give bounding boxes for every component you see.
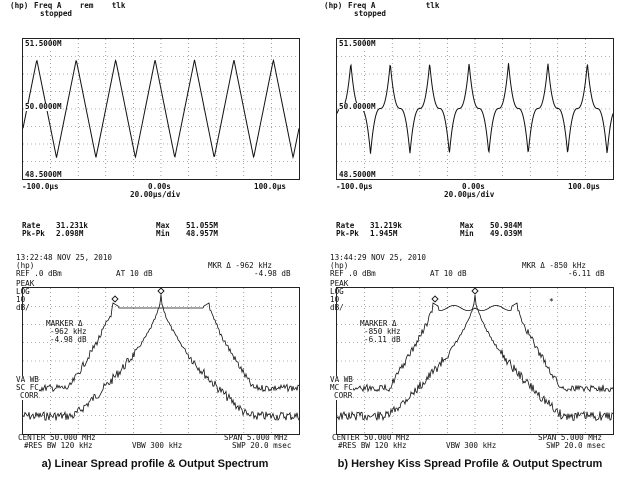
pkpk-value: 1.945M <box>370 229 398 238</box>
marker-delta-freq: MKR Δ -850 kHz <box>522 261 587 270</box>
scope-x-center: 0.00s <box>462 182 485 191</box>
max-value: 50.984M <box>490 221 523 230</box>
spectrum-left-label-0: PEAK <box>330 279 349 288</box>
panel-a: (hp) Freq A rem tlk stopped 51.5000M 50.… <box>6 0 312 450</box>
scope-waveform <box>337 39 613 179</box>
rate-label: Rate <box>336 221 355 230</box>
frequency-trace <box>23 58 299 160</box>
spectrum-left-label-2: 10 <box>330 295 340 304</box>
spectrum-ref: REF .0 dBm <box>330 269 376 278</box>
marker-diamond <box>157 288 165 295</box>
rate-value: 31.219k <box>370 221 403 230</box>
max-label: Max <box>460 221 474 230</box>
spectrum-bl-label-0: VA WB <box>330 375 353 384</box>
scope-screen <box>336 38 614 180</box>
spectrum-rbw: #RES BW 120 kHz <box>24 441 93 450</box>
spectrum-swp: SWP 20.0 msec <box>546 441 606 450</box>
spectrum-vbw: VBW 300 kHz <box>132 441 183 450</box>
marker-diamond <box>111 295 119 303</box>
pkpk-label: Pk-Pk <box>336 229 359 238</box>
max-value: 51.055M <box>186 221 219 230</box>
scope-x-left: -100.0μs <box>336 182 373 191</box>
unspread-carrier-trace <box>23 294 299 421</box>
spectrum-bl-label-0: VA WB <box>16 375 39 384</box>
hp-logo-icon: (hp) <box>324 1 343 10</box>
min-value: 48.957M <box>186 229 219 238</box>
spectrum-vbw: VBW 300 kHz <box>446 441 497 450</box>
spectrum-left-label-0: PEAK <box>16 279 35 288</box>
min-label: Min <box>156 229 170 238</box>
scope-y-top: 51.5000M <box>25 39 62 48</box>
marker-delta-level: -4.98 dB <box>254 269 291 278</box>
pkpk-value: 2.098M <box>56 229 84 238</box>
hp-logo-icon: (hp) <box>16 261 35 270</box>
asterisk-icon: * <box>549 297 554 306</box>
spectrum-atten: AT 10 dB <box>430 269 467 278</box>
spectrum-center: CENTER 50.000 MHz <box>18 433 96 442</box>
spectrum-ref: REF .0 dBm <box>16 269 62 278</box>
scope-screen <box>22 38 300 180</box>
scope-y-top: 51.5000M <box>339 39 376 48</box>
frequency-trace <box>337 63 613 154</box>
marker-box-line-0: MARKER Δ <box>46 319 83 328</box>
caption-b: b) Hershey Kiss Spread Profile & Output … <box>337 458 603 470</box>
hp-logo-icon: (hp) <box>330 261 349 270</box>
caption-a: a) Linear Spread profile & Output Spectr… <box>41 458 269 470</box>
scope-x-left: -100.0μs <box>22 182 59 191</box>
spectrum-bl-label-1: MC FC <box>330 383 353 392</box>
scope-x-right: 100.0μs <box>568 182 601 191</box>
spectrum-atten: AT 10 dB <box>116 269 153 278</box>
spectrum-timestamp: 13:22:48 NOV 25, 2010 <box>16 253 113 262</box>
scope-y-bot: 48.5000M <box>25 170 62 179</box>
scope-header-line2: stopped <box>40 9 73 18</box>
marker-box-line-1: -850 kHz <box>364 327 401 336</box>
scope-header-line1: Freq A tlk <box>348 1 440 10</box>
max-label: Max <box>156 221 170 230</box>
panel-b: (hp) Freq A tlk stopped 51.5000M 50.0000… <box>320 0 626 450</box>
rate-label: Rate <box>22 221 41 230</box>
spread-spectrum-trace <box>337 302 613 393</box>
scope-x-right: 100.0μs <box>254 182 287 191</box>
hp-logo-icon: (hp) <box>10 1 29 10</box>
marker-diamond <box>471 288 479 295</box>
scope-y-mid: 50.0000M <box>339 102 376 111</box>
marker-diamond <box>431 295 439 303</box>
marker-box-line-2: -4.98 dB <box>50 335 87 344</box>
scope-y-mid: 50.0000M <box>25 102 62 111</box>
spectrum-rbw: #RES BW 120 kHz <box>338 441 407 450</box>
rate-value: 31.231k <box>56 221 89 230</box>
marker-box-line-0: MARKER Δ <box>360 319 397 328</box>
spectrum-swp: SWP 20.0 msec <box>232 441 292 450</box>
spectrum-left-label-2: 10 <box>16 295 26 304</box>
spectrum-span: SPAN 5.000 MHz <box>538 433 603 442</box>
marker-delta-freq: MKR Δ -962 kHz <box>208 261 273 270</box>
marker-delta-level: -6.11 dB <box>568 269 605 278</box>
spectrum-timestamp: 13:44:29 NOV 25, 2010 <box>330 253 427 262</box>
min-label: Min <box>460 229 474 238</box>
marker-box-line-1: -962 kHz <box>50 327 87 336</box>
marker-box-line-2: -6.11 dB <box>364 335 401 344</box>
spectrum-bl-label-2: CORR <box>20 391 39 400</box>
spectrum-trace <box>23 288 299 434</box>
scope-x-div: 20.00μs/div <box>130 190 181 199</box>
scope-waveform <box>23 39 299 179</box>
spectrum-bl-label-2: CORR <box>334 391 353 400</box>
pkpk-label: Pk-Pk <box>22 229 45 238</box>
spectrum-bl-label-1: SC FC <box>16 383 39 392</box>
spectrum-center: CENTER 50.000 MHz <box>332 433 410 442</box>
spectrum-screen <box>22 287 300 435</box>
scope-y-bot: 48.5000M <box>339 170 376 179</box>
spectrum-trace: * <box>337 288 613 434</box>
min-value: 49.039M <box>490 229 523 238</box>
scope-x-div: 20.00μs/div <box>444 190 495 199</box>
spread-spectrum-trace <box>23 302 299 393</box>
scope-header-line2: stopped <box>354 9 387 18</box>
scope-header-line1: Freq A rem tlk <box>34 1 126 10</box>
spectrum-screen: * <box>336 287 614 435</box>
spectrum-span: SPAN 5.000 MHz <box>224 433 289 442</box>
scope-x-center: 0.00s <box>148 182 171 191</box>
unspread-carrier-trace <box>337 294 613 422</box>
